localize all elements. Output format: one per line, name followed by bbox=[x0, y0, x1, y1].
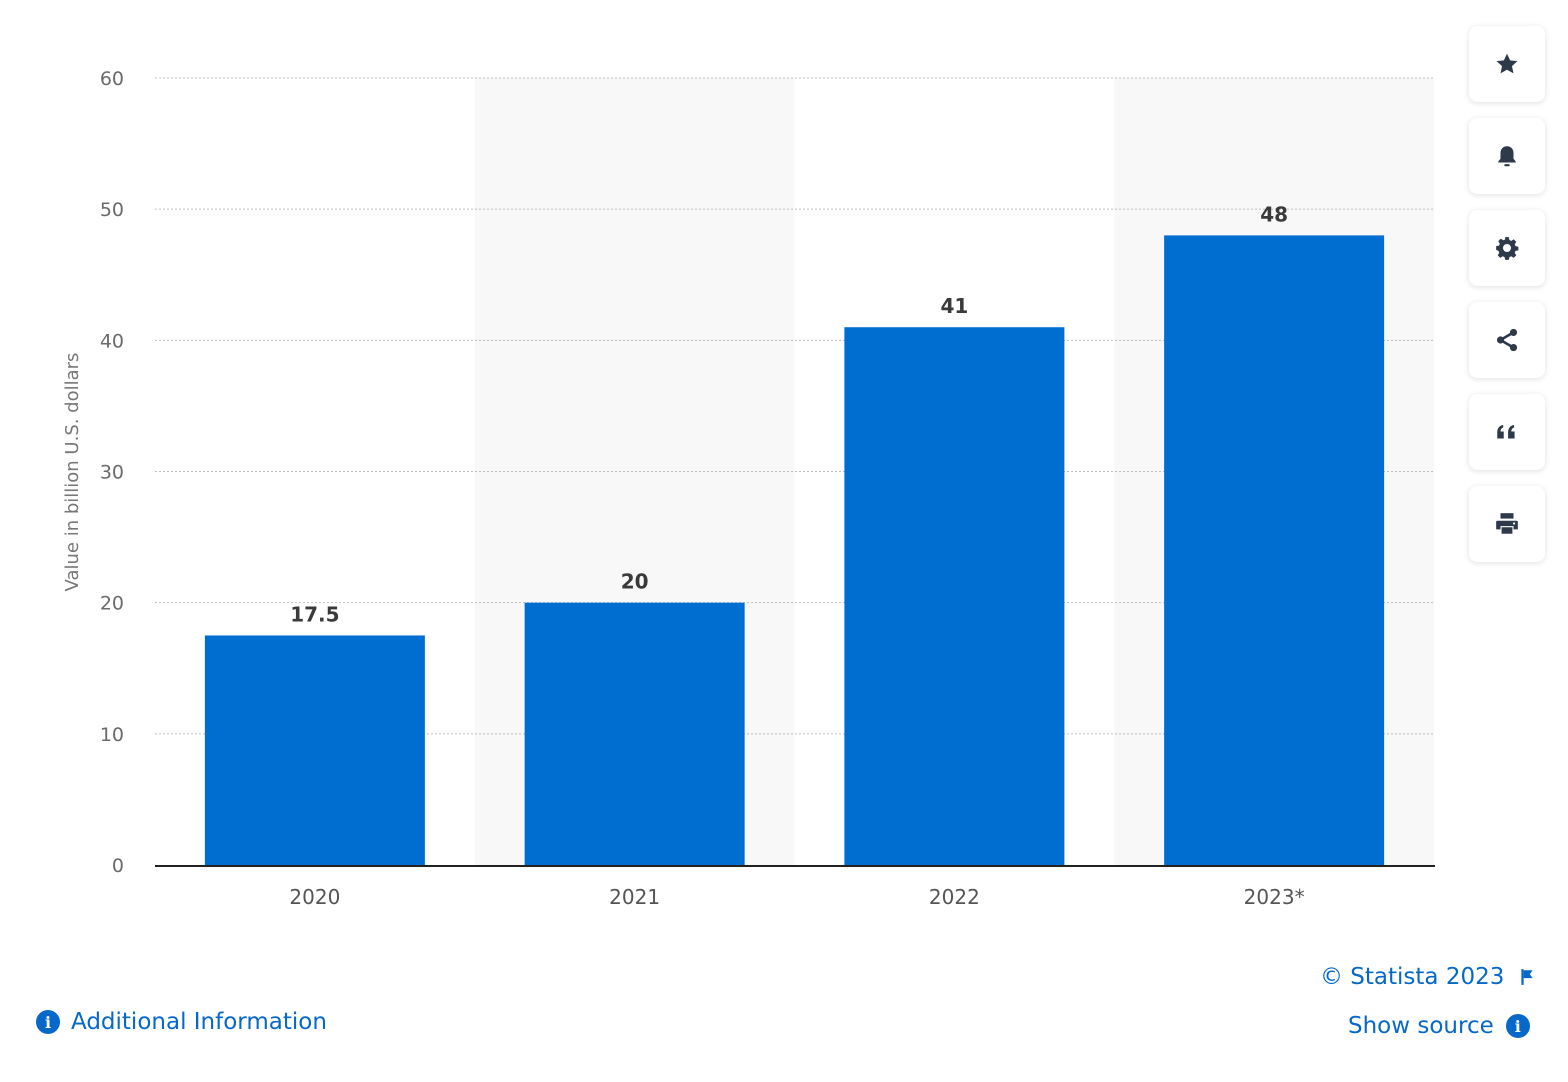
x-tick-labels: 2020 2021 2022 2023* bbox=[289, 885, 1304, 909]
additional-information-link[interactable]: i Additional Information bbox=[36, 1009, 327, 1035]
star-icon bbox=[1496, 53, 1518, 74]
x-tick-label: 2020 bbox=[289, 885, 340, 909]
bar-2022[interactable] bbox=[844, 327, 1065, 865]
printer-icon bbox=[1496, 513, 1518, 534]
info-icon: i bbox=[1505, 1014, 1530, 1038]
x-tick-label: 2021 bbox=[609, 885, 660, 909]
settings-button[interactable] bbox=[1469, 210, 1545, 286]
bar-2020[interactable] bbox=[204, 635, 425, 865]
y-tick-label: 30 bbox=[100, 462, 124, 484]
bell-icon bbox=[1498, 146, 1516, 167]
show-source-link[interactable]: Show source i bbox=[1348, 1013, 1530, 1039]
y-tick-label: 0 bbox=[112, 855, 124, 877]
data-label: 41 bbox=[940, 294, 968, 318]
quote-icon bbox=[1497, 424, 1515, 439]
data-labels: 17.5 20 41 48 bbox=[290, 202, 1288, 626]
bar-2023*[interactable] bbox=[1164, 235, 1385, 865]
x-tick-label: 2022 bbox=[929, 885, 980, 909]
share-button[interactable] bbox=[1469, 302, 1545, 378]
print-button[interactable] bbox=[1469, 486, 1545, 562]
bar-2021[interactable] bbox=[524, 602, 745, 865]
y-axis-label: Value in billion U.S. dollars bbox=[62, 353, 83, 592]
favorite-button[interactable] bbox=[1469, 26, 1545, 102]
y-tick-labels: 0 10 20 30 40 50 60 bbox=[100, 68, 124, 877]
share-icon bbox=[1496, 328, 1518, 352]
flag-icon bbox=[1521, 969, 1533, 985]
data-label: 20 bbox=[621, 570, 649, 594]
y-tick-label: 50 bbox=[100, 199, 124, 221]
chart-toolbar bbox=[1469, 26, 1545, 578]
data-label: 48 bbox=[1260, 202, 1288, 226]
additional-information-text: Additional Information bbox=[71, 1009, 327, 1035]
notification-button[interactable] bbox=[1469, 118, 1545, 194]
copyright-text: © Statista 2023 bbox=[1320, 964, 1505, 990]
y-tick-label: 60 bbox=[100, 68, 124, 90]
x-tick-label: 2023* bbox=[1244, 885, 1305, 909]
cite-button[interactable] bbox=[1469, 394, 1545, 470]
info-icon: i bbox=[36, 1010, 60, 1034]
bars bbox=[204, 235, 1385, 865]
copyright-link[interactable]: © Statista 2023 bbox=[1320, 964, 1536, 990]
y-tick-label: 20 bbox=[100, 593, 124, 615]
data-label: 17.5 bbox=[290, 602, 339, 626]
y-tick-label: 40 bbox=[100, 330, 124, 352]
gear-icon bbox=[1496, 237, 1519, 260]
show-source-text: Show source bbox=[1348, 1013, 1494, 1039]
y-tick-label: 10 bbox=[100, 724, 124, 746]
